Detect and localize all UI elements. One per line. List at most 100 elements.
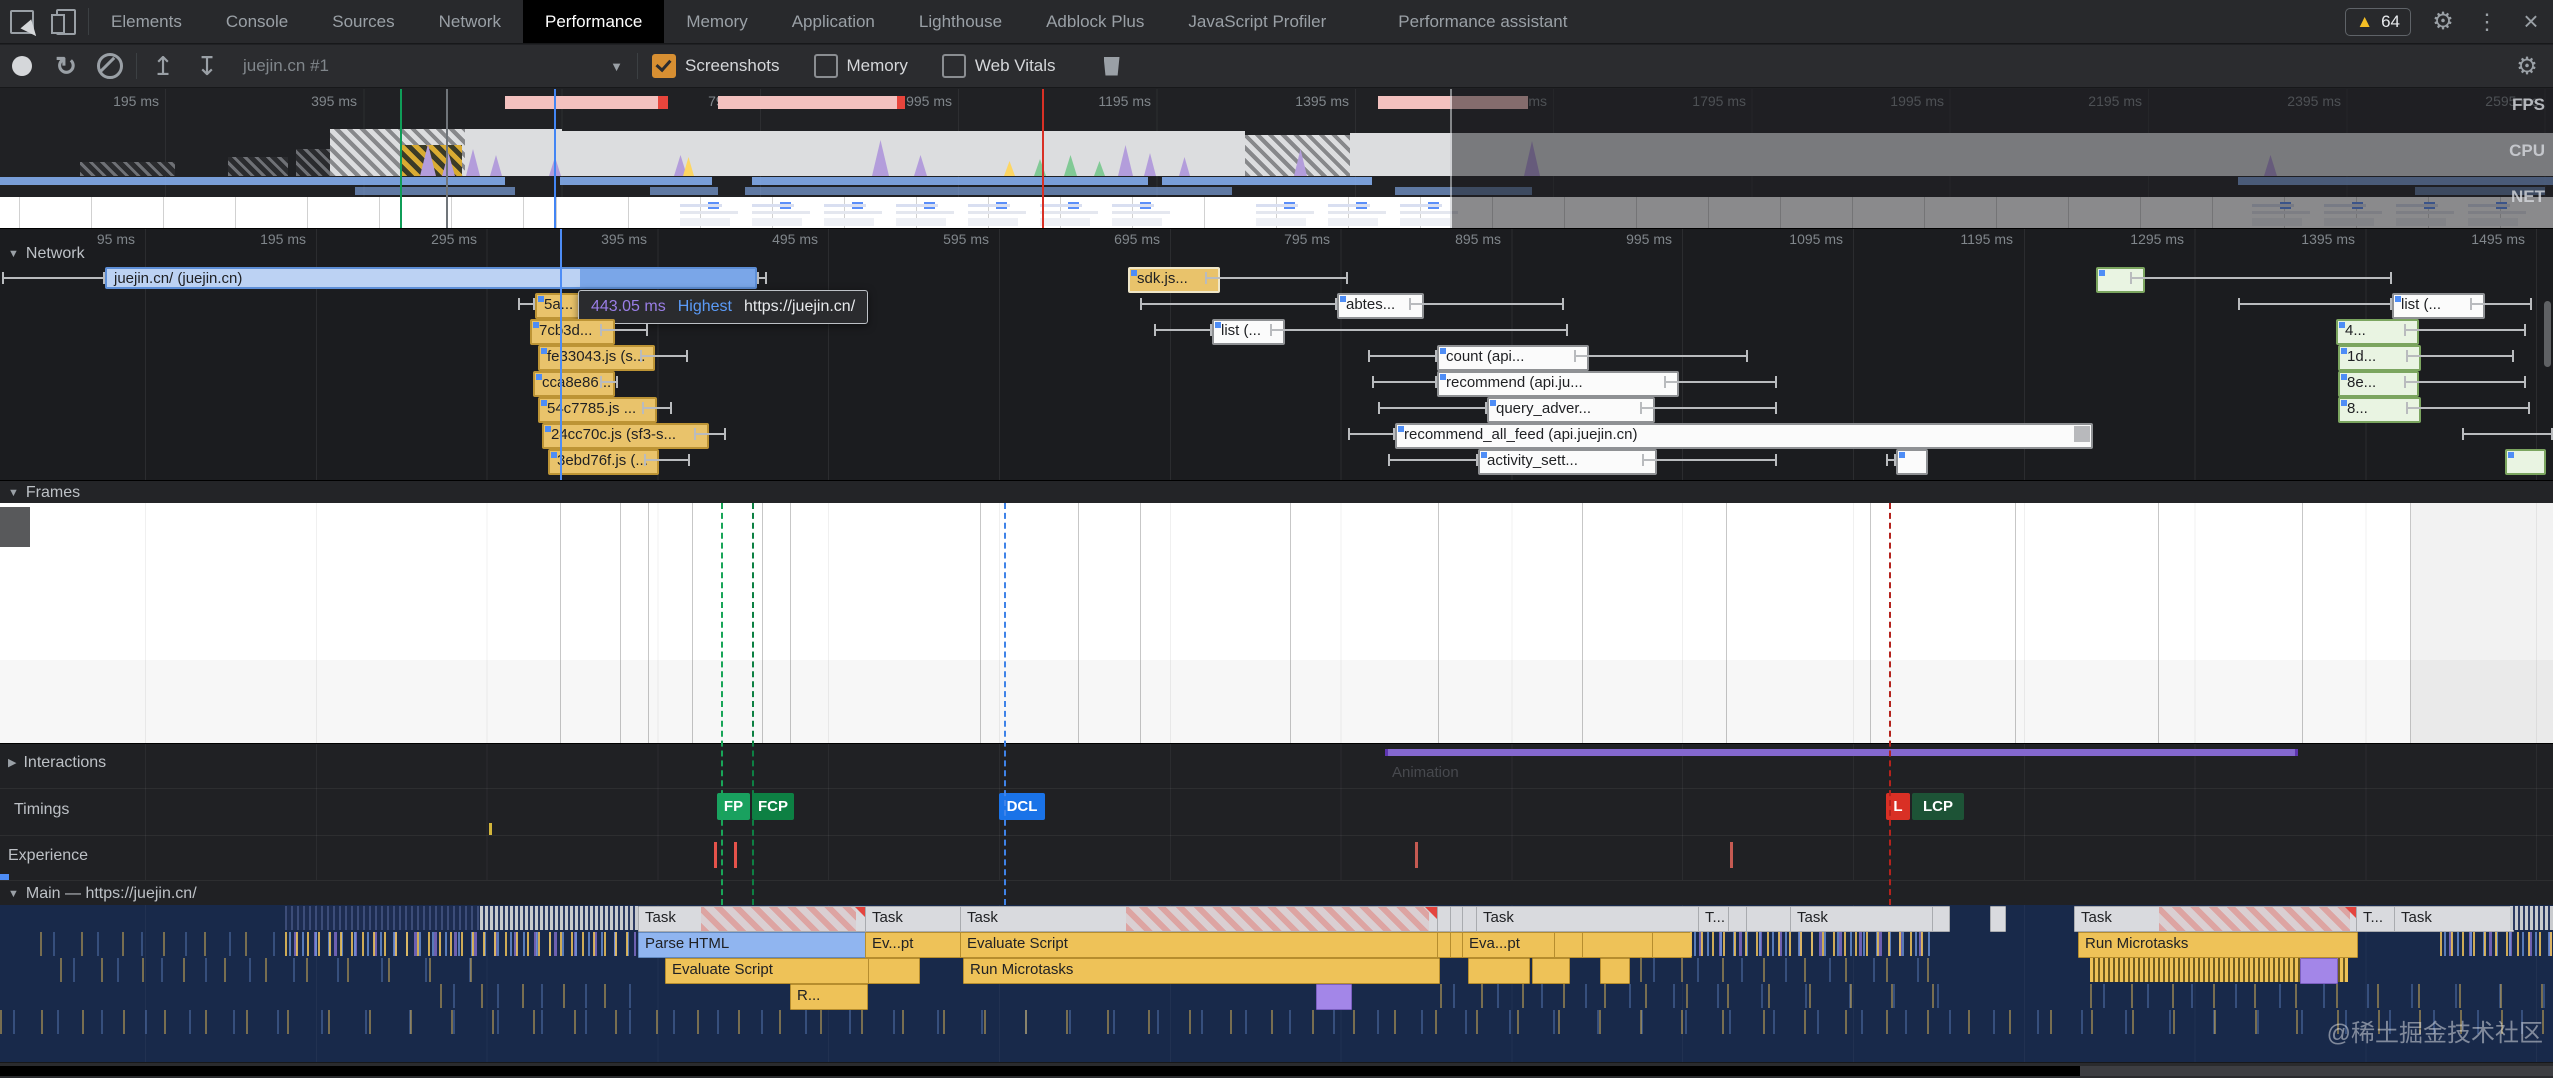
network-request-recommend[interactable]: recommend (api.ju... xyxy=(1437,371,1679,397)
save-profile-icon[interactable]: ↧ xyxy=(196,50,218,81)
overview-minimap[interactable]: 195 ms 395 ms 595 ms 795 ms 995 ms 1195 … xyxy=(0,89,2553,228)
main-header-row[interactable]: ▼ Main — https://juejin.cn/ xyxy=(0,874,2553,905)
run-microtasks-bar[interactable]: Run Microtasks xyxy=(963,958,1440,984)
clear-button[interactable] xyxy=(88,46,132,86)
layout-shift-tick[interactable] xyxy=(1415,842,1418,868)
tab-network[interactable]: Network xyxy=(438,11,501,31)
tab-sources[interactable]: Sources xyxy=(332,11,395,31)
horizontal-scrollbar-track[interactable] xyxy=(0,1062,2553,1078)
network-request-list[interactable]: list (... xyxy=(2392,293,2485,319)
network-request-3ebd76f[interactable]: 3ebd76f.js (... xyxy=(548,449,659,475)
layout-shift-tick[interactable] xyxy=(1730,842,1733,868)
main-flame-chart[interactable]: Task Task Task Task T... Task Task T... … xyxy=(0,905,2553,1062)
timings-section-header[interactable]: Timings xyxy=(14,801,69,819)
tab-application[interactable]: Application xyxy=(791,11,875,31)
network-request-document[interactable]: juejin.cn/ (juejin.cn) xyxy=(105,267,757,289)
task-bar[interactable]: Task xyxy=(960,906,1440,932)
network-request-24cc70c[interactable]: 24cc70c.js (sf3-s... xyxy=(542,423,709,449)
tab-elements[interactable]: Elements xyxy=(111,11,182,31)
main-header-label: Main — https://juejin.cn/ xyxy=(25,885,197,902)
r-short-bar[interactable]: R... xyxy=(790,984,868,1010)
network-request-4[interactable]: 4... xyxy=(2336,319,2419,345)
capture-settings-gear-icon[interactable]: ⚙ xyxy=(2516,52,2538,80)
purple-activity-bar[interactable] xyxy=(2300,958,2338,984)
close-devtools-icon[interactable]: × xyxy=(2523,6,2539,36)
ruler-tick: 495 ms xyxy=(772,231,818,247)
frame-thumbnail-dark[interactable] xyxy=(0,507,30,547)
network-request-image-small[interactable] xyxy=(2505,449,2546,475)
parse-html-bar[interactable]: Parse HTML xyxy=(638,932,870,958)
task-bar[interactable]: Task xyxy=(865,906,966,932)
evaluate-script-short-bar[interactable]: Eva...pt xyxy=(1462,932,1558,958)
tab-performance-assistant[interactable]: Performance assistant xyxy=(1398,11,1568,31)
network-request-small[interactable] xyxy=(1896,449,1928,475)
evaluate-script-short-bar[interactable]: Ev...pt xyxy=(865,932,966,958)
experience-section-header[interactable]: Experience xyxy=(8,847,88,865)
horizontal-scrollbar-thumb[interactable] xyxy=(0,1066,2080,1076)
evaluate-script-bar[interactable]: Evaluate Script xyxy=(665,958,870,984)
device-toolbar-icon[interactable] xyxy=(44,0,88,43)
memory-checkbox[interactable]: Memory xyxy=(813,54,908,78)
issues-badge[interactable]: ▲ 64 xyxy=(2345,7,2411,36)
network-request-list2[interactable]: list (... xyxy=(1212,319,1285,345)
settings-gear-icon[interactable]: ⚙ xyxy=(2432,8,2454,35)
network-request-fe33043[interactable]: fe33043.js (s... xyxy=(538,345,655,371)
frames-track[interactable] xyxy=(0,503,2553,743)
record-button[interactable] xyxy=(0,46,44,86)
gc-trash-icon[interactable] xyxy=(1090,46,1134,86)
network-request-count[interactable]: count (api... xyxy=(1437,345,1589,371)
lcp-marker-chip[interactable]: LCP xyxy=(1912,793,1964,820)
network-request-recommend-all-feed[interactable]: recommend_all_feed (api.juejin.cn) xyxy=(1395,423,2093,449)
task-bar[interactable]: Task xyxy=(638,906,870,932)
task-bar-short[interactable]: T... xyxy=(1698,906,1732,932)
reload-and-record-button[interactable]: ↻ xyxy=(55,50,77,81)
dcl-marker-chip[interactable]: DCL xyxy=(999,793,1045,820)
frames-header-row[interactable]: ▼ Frames xyxy=(0,480,2553,503)
request-whisker xyxy=(2,272,105,284)
interaction-animation-bar[interactable] xyxy=(1385,749,2298,756)
network-request-8e[interactable]: 8e... xyxy=(2338,371,2419,397)
tab-memory[interactable]: Memory xyxy=(686,11,748,31)
evaluate-script-bar[interactable]: Evaluate Script xyxy=(960,932,1440,958)
network-request-7cb3d[interactable]: 7cb3d... xyxy=(530,319,615,345)
network-request-image[interactable] xyxy=(2096,267,2145,293)
network-vertical-scrollbar[interactable] xyxy=(2544,301,2551,367)
tab-performance[interactable]: Performance xyxy=(522,0,665,43)
task-bar[interactable]: Task xyxy=(2074,906,2360,932)
run-microtasks-bar[interactable]: Run Microtasks xyxy=(2078,932,2358,958)
tab-javascript-profiler[interactable]: JavaScript Profiler xyxy=(1188,11,1327,31)
tab-adblock-plus[interactable]: Adblock Plus xyxy=(1046,11,1145,31)
network-request-1d[interactable]: 1d... xyxy=(2338,345,2421,371)
layout-shift-tick[interactable] xyxy=(734,842,737,868)
screenshots-checkbox[interactable]: Screenshots xyxy=(652,54,780,78)
network-request-54c7785[interactable]: 54c7785.js ... xyxy=(538,397,657,423)
network-request-activity-sett[interactable]: activity_sett... xyxy=(1478,449,1657,475)
minimap-window-handle[interactable] xyxy=(1450,89,1452,228)
task-bar-short[interactable]: T... xyxy=(2356,906,2398,932)
tab-console[interactable]: Console xyxy=(225,11,289,31)
interactions-track[interactable]: ▶ Interactions Animation xyxy=(0,743,2553,788)
purple-activity-bar[interactable] xyxy=(1316,984,1352,1010)
network-request-query-adver[interactable]: query_adver... xyxy=(1487,397,1655,423)
timings-track[interactable]: Timings FP FCP DCL L LCP xyxy=(0,788,2553,836)
experience-track[interactable]: Experience xyxy=(0,835,2553,880)
task-bar[interactable]: Task xyxy=(1476,906,1702,932)
request-label: 5a... xyxy=(544,296,574,313)
layout-shift-tick[interactable] xyxy=(714,842,717,868)
task-bar[interactable]: Task xyxy=(2394,906,2514,932)
tab-lighthouse[interactable]: Lighthouse xyxy=(918,11,1003,31)
network-request-cca8e86[interactable]: cca8e86... xyxy=(533,371,615,397)
fcp-marker-chip[interactable]: FCP xyxy=(752,793,794,820)
network-request-sdk[interactable]: sdk.js... xyxy=(1128,267,1220,293)
more-options-icon[interactable]: ⋮ xyxy=(2476,8,2498,34)
task-bar[interactable]: Task xyxy=(1790,906,1934,932)
interactions-section-header[interactable]: ▶ Interactions xyxy=(8,754,107,771)
divider xyxy=(637,53,638,79)
web-vitals-checkbox[interactable]: Web Vitals xyxy=(941,54,1056,78)
fp-marker-line xyxy=(721,503,723,905)
inspect-element-icon[interactable] xyxy=(0,0,44,43)
history-select[interactable]: juejin.cn #1 ▼ xyxy=(243,56,623,76)
network-request-8[interactable]: 8... xyxy=(2338,397,2421,423)
network-section-header[interactable]: ▼ Network xyxy=(8,245,85,262)
load-profile-icon[interactable]: ↥ xyxy=(152,50,174,81)
